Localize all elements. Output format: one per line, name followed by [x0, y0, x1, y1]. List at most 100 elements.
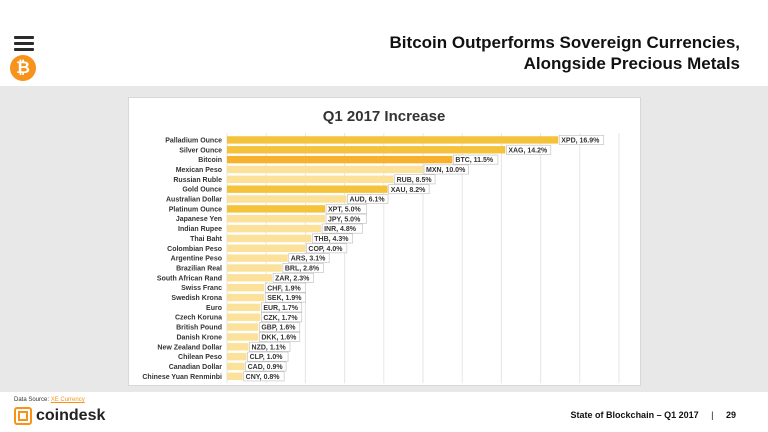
data-label-box: [261, 312, 303, 323]
bar: [227, 254, 288, 262]
category-label: Colombian Peso: [167, 246, 222, 253]
data-label-box: [306, 243, 348, 254]
category-label: Chilean Peso: [178, 354, 222, 361]
bar: [227, 205, 325, 213]
x-tick-label: 10%: [414, 384, 432, 385]
bar: [227, 362, 245, 371]
x-tick-label: 18%: [571, 384, 589, 385]
data-label: JPY, 5.0%: [328, 216, 361, 223]
data-label: ZAR, 2.3%: [275, 275, 310, 282]
category-label: Mexican Peso: [176, 167, 222, 174]
data-label: XPD, 16.9%: [561, 138, 600, 145]
data-label-box: [311, 233, 354, 244]
category-label: Bitcoin: [198, 157, 222, 164]
bar: [227, 244, 306, 252]
category-label: Argentine Peso: [171, 256, 222, 263]
bar: [227, 185, 388, 193]
data-label: CHF, 1.9%: [267, 285, 301, 292]
data-label: CNY, 0.8%: [246, 374, 281, 381]
data-label: INR, 4.8%: [324, 226, 357, 233]
bar: [227, 352, 247, 361]
bar: [227, 155, 453, 164]
data-label-box: [259, 332, 301, 342]
footer-separator: |: [711, 410, 714, 420]
data-label-box: [388, 184, 430, 195]
data-label-box: [264, 282, 306, 293]
data-label-box: [423, 164, 469, 175]
report-name: State of Blockchain – Q1 2017: [570, 410, 699, 420]
bar: [227, 175, 394, 184]
data-label: DKK, 1.6%: [261, 335, 297, 342]
x-tick-label: 6%: [338, 384, 351, 385]
data-label: NZD, 1.1%: [252, 344, 287, 351]
bar: [227, 274, 273, 282]
data-label-box: [325, 213, 367, 224]
data-label-box: [453, 154, 499, 165]
category-label: British Pound: [176, 325, 222, 332]
category-label: South African Rand: [157, 275, 222, 282]
data-label-box: [243, 371, 285, 382]
data-label-box: [558, 135, 605, 145]
data-label: EUR, 1.7%: [263, 305, 298, 312]
footer-info: State of Blockchain – Q1 2017 | 29: [571, 410, 736, 420]
x-tick-label: 12%: [453, 384, 471, 385]
bitcoin-icon: ₿: [10, 55, 36, 81]
category-label: Palladium Ounce: [165, 137, 222, 144]
x-tick-label: 4%: [299, 384, 312, 385]
data-label: SEK, 1.9%: [267, 295, 302, 302]
data-label: THB, 4.3%: [314, 236, 349, 243]
bar: [227, 264, 282, 272]
bar: [227, 313, 261, 321]
category-label: Canadian Dollar: [169, 364, 223, 371]
data-label-box: [264, 292, 306, 303]
category-label: Indian Rupee: [178, 226, 222, 233]
data-label: CLP, 1.0%: [250, 354, 284, 361]
category-label: Swedish Krona: [171, 295, 222, 302]
coindesk-logo: coindesk: [14, 407, 105, 425]
data-label: GBP, 1.6%: [261, 325, 296, 332]
category-label: Euro: [206, 305, 222, 312]
coindesk-icon: [14, 407, 32, 425]
bar: [227, 215, 325, 223]
category-label: Swiss Franc: [181, 285, 222, 292]
category-label: Australian Dollar: [166, 197, 222, 204]
bar: [227, 293, 265, 302]
data-label: CAD, 0.9%: [248, 364, 284, 371]
page-title: Bitcoin Outperforms Sovereign Currencies…: [390, 32, 740, 74]
data-label-box: [261, 302, 303, 313]
bar: [227, 165, 423, 174]
data-source: Data Source: XE Currency: [14, 397, 85, 403]
x-tick-label: 14%: [492, 384, 510, 385]
category-label: Thai Baht: [190, 236, 223, 243]
bar: [227, 136, 559, 144]
data-label-box: [288, 253, 330, 264]
data-label-box: [282, 263, 324, 273]
coindesk-wordmark: coindesk: [36, 407, 106, 424]
data-source-link[interactable]: XE Currency: [50, 397, 85, 403]
category-label: Gold Ounce: [182, 187, 222, 194]
data-label: XAU, 8.2%: [391, 187, 426, 194]
page-title-line1: Bitcoin Outperforms Sovereign Currencies…: [389, 33, 740, 52]
chart-title: Q1 2017 Increase: [323, 108, 446, 125]
data-label-box: [347, 194, 389, 204]
bar-chart: Q1 2017 Increase 0% 2% 4% 6% 8% 10% 12% 14% 16% 18…: [142, 108, 628, 385]
x-tick-label: 20%: [610, 384, 628, 385]
data-label-box: [506, 144, 552, 155]
bar: [227, 234, 312, 243]
page-number: 29: [725, 410, 736, 420]
data-label: BRL, 2.8%: [285, 266, 320, 273]
bar: [227, 372, 243, 381]
data-label: RUB, 8.5%: [397, 177, 433, 184]
data-label: XAG, 14.2%: [508, 147, 548, 154]
data-label-box: [321, 223, 363, 234]
data-label-box: [245, 361, 287, 372]
data-label: MXN, 10.0%: [426, 167, 466, 174]
data-label: CZK, 1.7%: [263, 315, 298, 322]
page-title-line2: Alongside Precious Metals: [523, 54, 740, 73]
data-label-box: [272, 272, 314, 283]
data-label: AUD, 6.1%: [350, 197, 386, 204]
data-label-box: [247, 351, 289, 362]
menu-icon[interactable]: [14, 36, 34, 52]
data-label: BTC, 11.5%: [455, 157, 494, 164]
bar: [227, 333, 259, 341]
